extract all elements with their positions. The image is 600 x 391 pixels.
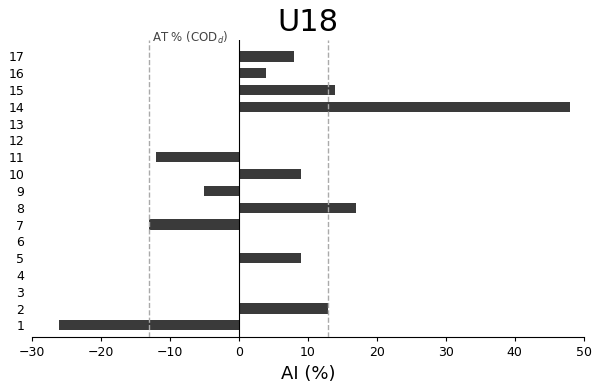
- Bar: [59, 320, 239, 330]
- Bar: [239, 303, 328, 314]
- Bar: [239, 102, 570, 112]
- Bar: [239, 52, 294, 61]
- Bar: [204, 186, 239, 196]
- X-axis label: AI (%): AI (%): [281, 365, 335, 383]
- Bar: [239, 85, 335, 95]
- Title: U18: U18: [277, 8, 338, 37]
- Bar: [156, 152, 239, 162]
- Bar: [239, 203, 356, 213]
- Bar: [239, 68, 266, 78]
- Bar: [239, 169, 301, 179]
- Bar: [239, 253, 301, 263]
- Bar: [149, 219, 239, 230]
- Text: AT % (COD$_d$): AT % (COD$_d$): [152, 30, 228, 47]
